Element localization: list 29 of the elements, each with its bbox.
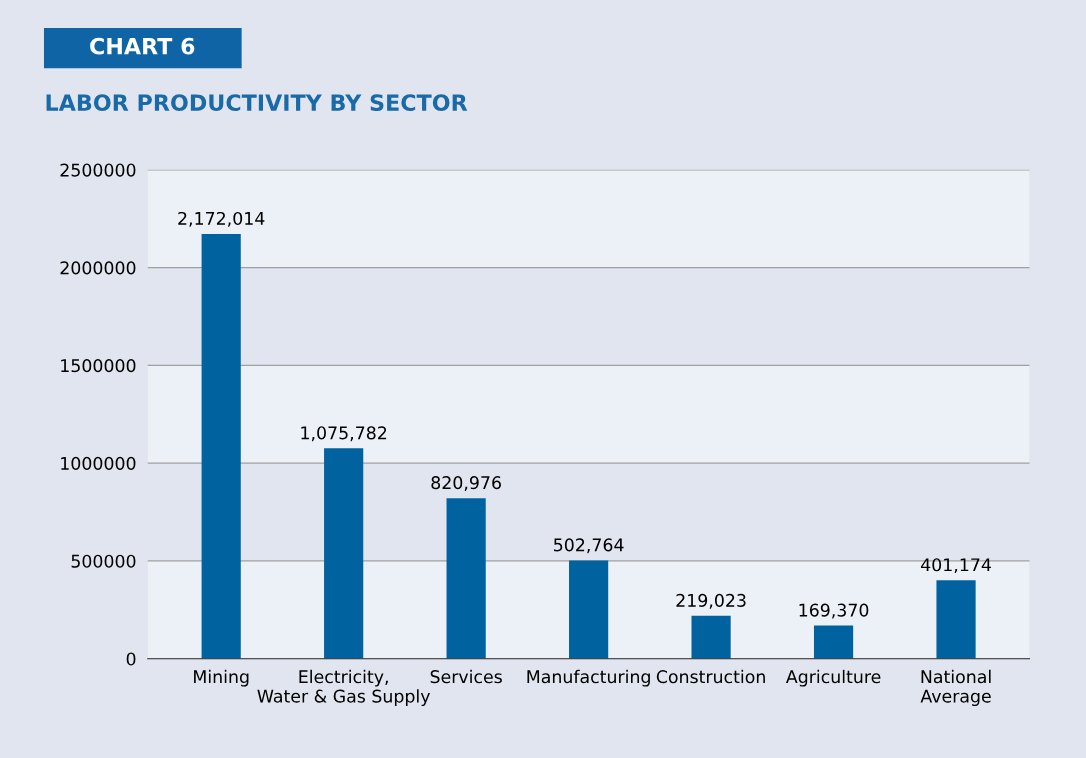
x-tick-label: Mining	[194, 669, 249, 687]
bar	[324, 448, 364, 659]
y-tick-label: 2500000	[60, 163, 136, 177]
bar	[201, 233, 241, 659]
bar	[691, 615, 731, 659]
bar	[569, 560, 609, 659]
bar	[936, 580, 976, 659]
data-label: 219,023	[676, 593, 746, 609]
x-tick-label: Electricity, Water & Gas Supply	[257, 669, 430, 707]
data-label: 169,370	[799, 603, 869, 619]
caption: CHART 6	[90, 37, 195, 55]
bar	[813, 625, 854, 659]
data-label: 401,174	[920, 558, 991, 574]
y-tick-label: 500000	[71, 554, 136, 568]
y-tick-label: 1000000	[61, 456, 136, 470]
bar	[446, 498, 486, 659]
x-tick-label: Construction	[656, 669, 765, 684]
x-tick-label: Agriculture	[785, 669, 881, 687]
x-tick-label: National Average	[920, 669, 991, 707]
x-tick-label: Manufacturing	[527, 669, 650, 687]
data-label: 2,172,014	[178, 211, 265, 227]
data-label: 502,764	[554, 538, 624, 554]
data-label: 820,976	[431, 476, 501, 491]
chart-title: LABOR PRODUCTIVITY BY SECTOR	[46, 94, 468, 112]
data-label: 1,075,782	[301, 426, 387, 442]
x-tick-label: Services	[430, 669, 502, 684]
y-tick-label: 2000000	[60, 261, 136, 275]
y-tick-label: 0	[126, 652, 136, 666]
y-tick-label: 1500000	[61, 359, 136, 373]
